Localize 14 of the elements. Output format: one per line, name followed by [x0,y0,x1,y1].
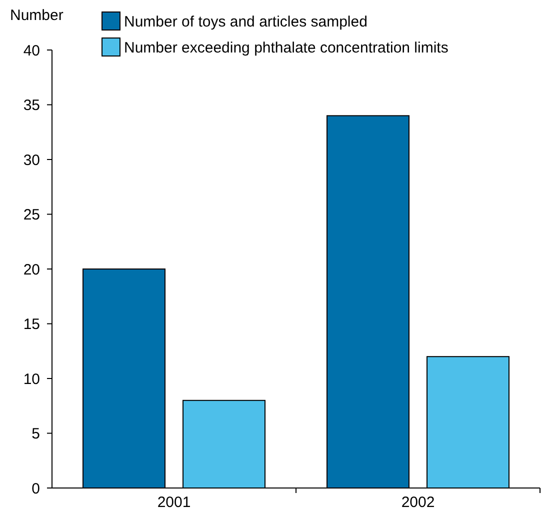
y-tick-label: 10 [23,370,40,388]
y-tick-label: 40 [23,42,40,60]
x-tick-label: 2002 [401,494,435,511]
y-tick-label: 20 [23,261,40,278]
y-tick-label: 30 [23,152,40,169]
legend-label: Number of toys and articles sampled [124,13,368,30]
y-tick-label: 25 [23,206,40,224]
legend-label: Number exceeding phthalate concentration limits [124,39,448,56]
x-tick-label: 2001 [157,494,191,511]
y-tick-label: 0 [32,480,40,498]
y-tick-label: 5 [32,426,40,442]
y-tick-label: 15 [23,316,40,333]
y-axis-title: Number [10,7,64,24]
y-tick-label: 35 [23,97,40,114]
